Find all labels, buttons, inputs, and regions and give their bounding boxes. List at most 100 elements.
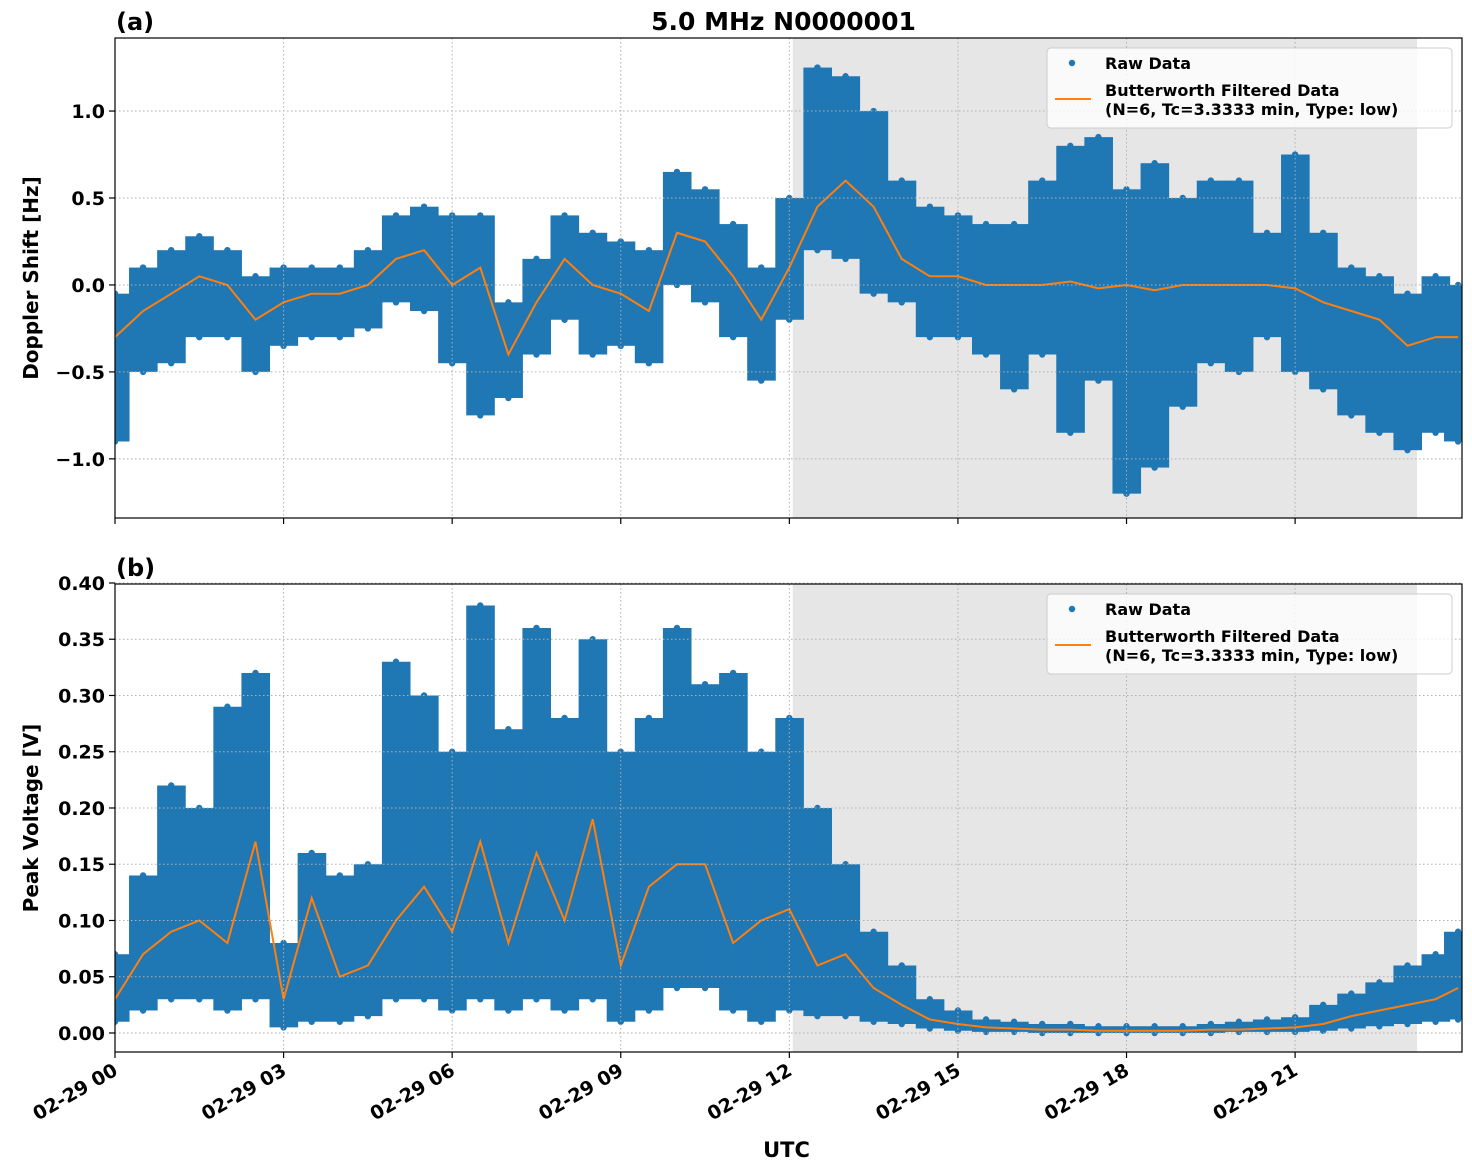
- raw-data-point: [308, 1018, 315, 1025]
- legend-label: Butterworth Filtered Data (N=6, Tc=3.3333…: [1105, 627, 1398, 665]
- raw-data-point: [1095, 1023, 1102, 1030]
- raw-data-range: [410, 206, 439, 312]
- raw-data-point: [982, 351, 990, 358]
- raw-data-point: [814, 804, 821, 812]
- raw-data-point: [589, 996, 596, 1003]
- raw-data-range: [1056, 1023, 1085, 1033]
- raw-data-range: [803, 67, 832, 251]
- raw-data-point: [477, 412, 484, 419]
- raw-data-point: [673, 984, 681, 992]
- raw-data-range: [1196, 1023, 1226, 1033]
- y-tick-label: 0.30: [58, 685, 105, 707]
- x-tick-label: 02-29 09: [535, 1059, 627, 1125]
- raw-data-point: [252, 669, 259, 677]
- raw-data-point: [589, 636, 596, 643]
- raw-data-point: [1010, 386, 1018, 393]
- y-tick-label: 0.05: [58, 967, 105, 989]
- raw-data-point: [1207, 177, 1215, 184]
- x-tick-label: 02-29 15: [872, 1059, 964, 1125]
- legend-label: Butterworth Filtered Data (N=6, Tc=3.3333…: [1105, 81, 1398, 119]
- raw-data-point: [505, 299, 512, 306]
- raw-data-point: [364, 246, 372, 254]
- raw-data-point: [1376, 1023, 1383, 1030]
- raw-data-point: [1151, 464, 1158, 471]
- raw-data-point: [392, 212, 400, 219]
- raw-data-point: [617, 748, 624, 755]
- raw-data-point: [673, 281, 681, 289]
- raw-data-point: [1263, 333, 1271, 341]
- raw-data-point: [477, 996, 484, 1003]
- raw-data-range: [115, 293, 130, 442]
- raw-data-point: [280, 342, 287, 350]
- raw-data-point: [561, 212, 568, 219]
- raw-data-range: [831, 76, 861, 259]
- raw-data-point: [308, 333, 315, 341]
- raw-data-point: [280, 939, 287, 947]
- x-tick-label: 02-29 12: [704, 1059, 796, 1125]
- raw-data-point: [252, 273, 259, 280]
- raw-data-point: [1263, 1028, 1271, 1036]
- raw-data-point: [1067, 142, 1074, 150]
- raw-data-point: [898, 962, 905, 969]
- raw-data-point: [982, 220, 990, 228]
- raw-data-point: [224, 246, 231, 254]
- raw-data-point: [1432, 429, 1439, 436]
- raw-data-point: [758, 264, 765, 271]
- raw-data-point: [758, 1018, 765, 1025]
- raw-data-point: [1123, 1023, 1130, 1030]
- raw-data-point: [392, 658, 400, 665]
- raw-data-point: [115, 290, 119, 297]
- raw-data-range: [1224, 1021, 1254, 1032]
- raw-data-range: [1000, 224, 1029, 390]
- raw-data-point: [645, 246, 653, 254]
- raw-data-point: [926, 333, 934, 341]
- raw-data-range: [325, 267, 355, 338]
- raw-data-point: [1151, 160, 1158, 167]
- raw-data-range: [634, 250, 664, 364]
- raw-data-range: [522, 627, 552, 1000]
- raw-data-range: [1444, 284, 1462, 442]
- raw-data-point: [814, 64, 821, 71]
- x-axis-label: UTC: [763, 1138, 810, 1162]
- panel-label: (b): [116, 554, 155, 582]
- raw-data-point: [1179, 403, 1186, 410]
- raw-data-point: [167, 246, 175, 254]
- raw-data-range: [522, 258, 552, 355]
- raw-data-point: [673, 624, 681, 632]
- raw-data-point: [926, 203, 934, 210]
- raw-data-point: [645, 714, 653, 722]
- raw-data-point: [1010, 1018, 1018, 1025]
- raw-data-point: [870, 1018, 877, 1025]
- raw-data-point: [954, 1007, 962, 1014]
- raw-data-range: [1084, 137, 1113, 381]
- raw-data-range: [1309, 1004, 1338, 1031]
- raw-data-point: [224, 703, 231, 710]
- raw-data-point: [505, 726, 512, 733]
- raw-data-range: [831, 864, 861, 1017]
- raw-data-point: [533, 351, 540, 358]
- y-tick-label: 0.10: [58, 910, 105, 932]
- raw-data-range: [691, 684, 720, 988]
- raw-data-range: [719, 224, 748, 338]
- y-axis-label: Peak Voltage [V]: [19, 724, 43, 913]
- raw-data-point: [1404, 962, 1411, 969]
- raw-data-point: [954, 1027, 962, 1034]
- raw-data-point: [870, 107, 877, 115]
- raw-data-point: [561, 1007, 568, 1014]
- raw-data-point: [1348, 412, 1355, 419]
- raw-data-range: [1444, 931, 1462, 1020]
- raw-data-point: [645, 360, 653, 367]
- y-tick-label: 0.40: [58, 573, 105, 595]
- raw-data-point: [1319, 229, 1327, 236]
- raw-data-point: [1404, 290, 1411, 297]
- legend-marker: [1068, 605, 1076, 613]
- raw-data-point: [1432, 1018, 1439, 1025]
- raw-data-point: [1039, 1029, 1046, 1037]
- raw-data-range: [185, 807, 214, 1000]
- raw-data-point: [842, 255, 849, 263]
- raw-data-point: [308, 849, 315, 857]
- raw-data-point: [252, 996, 259, 1003]
- raw-data-range: [466, 605, 495, 1000]
- raw-data-point: [1454, 438, 1462, 445]
